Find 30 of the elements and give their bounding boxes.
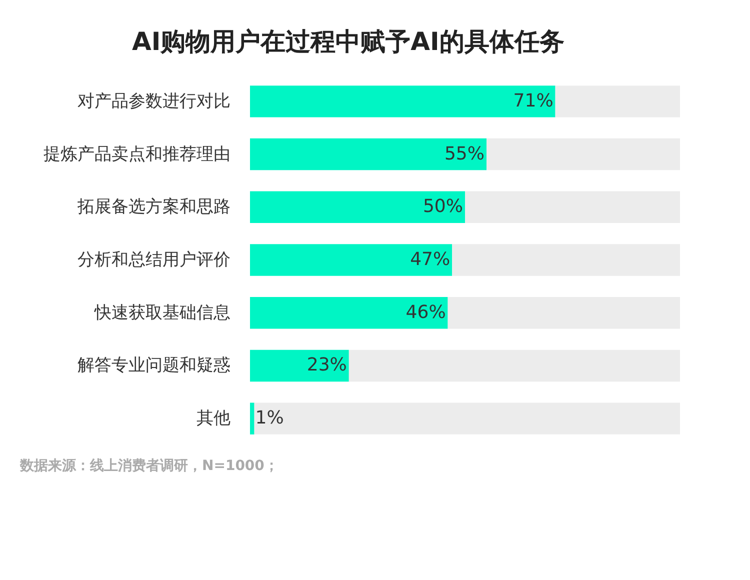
bar — [555, 86, 680, 118]
bar — [250, 350, 349, 382]
data-label: 55% — [444, 143, 484, 164]
y-tick-label: 分析和总结用户评价 — [78, 250, 230, 270]
y-tick-label: 解答专业问题和疑惑 — [78, 356, 230, 376]
bar — [486, 138, 680, 170]
data-label: 23% — [306, 354, 347, 376]
data-label: 47% — [410, 249, 450, 270]
bar — [250, 191, 465, 223]
bar — [348, 350, 680, 382]
chart-title: AI购物用户在过程中赋予AI的具体任务 — [132, 27, 564, 56]
bar — [448, 297, 680, 329]
data-label: 50% — [422, 196, 463, 218]
y-tick-label: 提炼产品卖点和推荐理由 — [44, 144, 230, 164]
y-tick-label: 对产品参数进行对比 — [78, 91, 230, 112]
bar — [250, 138, 486, 170]
y-tick-label: 快速获取基础信息 — [94, 302, 230, 323]
bar — [254, 402, 680, 434]
data-label: 71% — [513, 90, 554, 112]
data-label: 46% — [406, 302, 446, 323]
bar — [250, 402, 254, 434]
bar — [250, 244, 452, 276]
y-tick-label: 拓展备选方案和思路 — [76, 197, 230, 218]
bar — [452, 244, 680, 276]
bar — [250, 297, 448, 329]
source-note: 数据来源：线上消费者调研，N=1000； — [19, 458, 278, 474]
data-label: 1% — [255, 408, 284, 429]
bar — [250, 86, 556, 118]
y-tick-label: 其他 — [196, 408, 230, 429]
bar — [465, 191, 680, 223]
